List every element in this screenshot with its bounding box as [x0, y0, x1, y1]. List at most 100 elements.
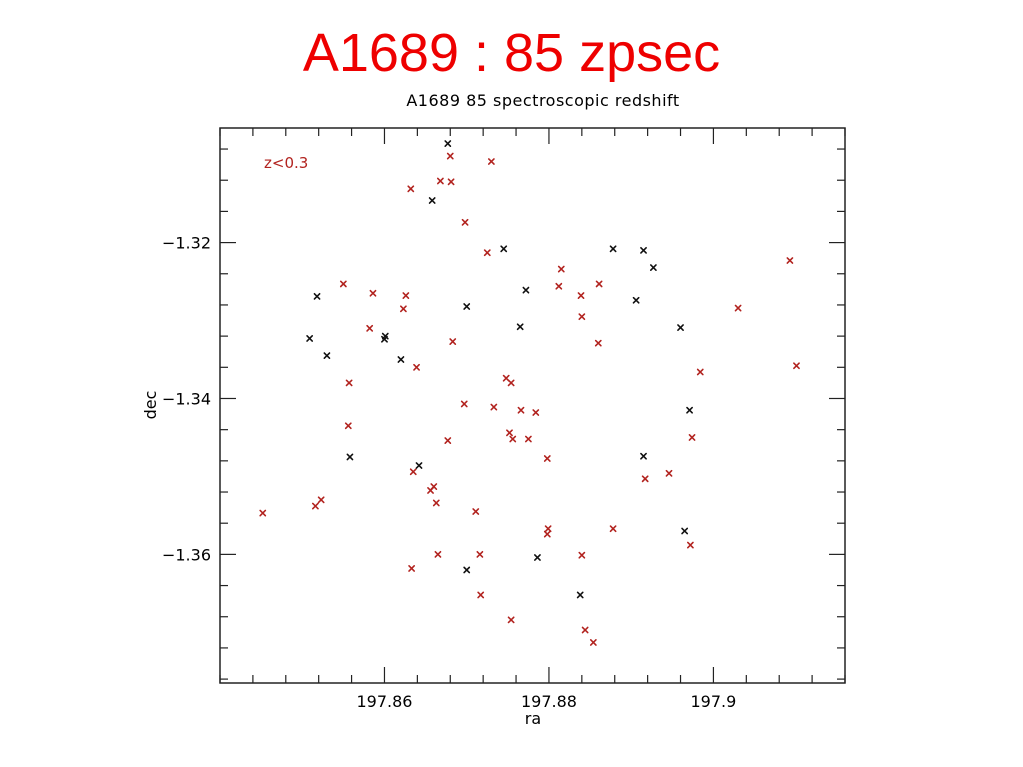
data-point-marker — [522, 286, 530, 294]
data-point-marker — [463, 566, 471, 574]
data-point-marker — [649, 264, 657, 271]
data-point-marker — [444, 140, 452, 147]
data-point-marker — [507, 379, 515, 387]
plot-frame — [219, 127, 846, 684]
data-point-marker — [317, 496, 325, 504]
data-point-marker — [369, 289, 377, 297]
data-point-marker — [460, 400, 468, 408]
data-point-marker — [432, 499, 440, 507]
data-point-marker — [345, 379, 353, 387]
data-point-marker — [686, 541, 694, 549]
x-tick-label: 197.86 — [356, 692, 412, 711]
data-point-marker — [430, 483, 438, 490]
data-point-marker — [436, 177, 444, 185]
data-point-marker — [490, 403, 498, 411]
data-point-marker — [259, 509, 267, 517]
data-point-marker — [677, 324, 684, 331]
data-point-marker — [339, 280, 347, 288]
data-point-marker — [524, 435, 532, 443]
data-point-marker — [397, 356, 405, 363]
data-point-marker — [577, 292, 585, 299]
data-point-marker — [477, 591, 485, 599]
data-point-marker — [487, 158, 495, 165]
data-point-marker — [532, 409, 540, 416]
data-point-marker — [516, 323, 524, 331]
data-point-marker — [407, 185, 415, 193]
data-point-marker — [323, 352, 331, 360]
data-point-marker — [444, 437, 452, 444]
data-point-marker — [534, 554, 541, 561]
data-point-marker — [399, 305, 407, 313]
data-point-marker — [578, 313, 586, 321]
data-point-marker — [500, 245, 508, 253]
data-point-marker — [449, 338, 457, 345]
data-point-marker — [346, 453, 354, 461]
series-low-z — [259, 152, 800, 646]
data-point-marker — [415, 462, 423, 469]
data-point-marker — [463, 303, 471, 310]
data-point-marker — [578, 551, 586, 559]
x-tick-label: 197.88 — [521, 692, 577, 711]
data-point-marker — [786, 257, 794, 264]
data-point-marker — [446, 152, 454, 160]
data-point-marker — [632, 296, 640, 304]
data-point-marker — [640, 246, 647, 254]
data-point-marker — [413, 363, 420, 371]
data-point-marker — [476, 550, 484, 558]
data-point-marker — [447, 178, 455, 186]
data-point-marker — [594, 339, 602, 347]
data-point-marker — [381, 335, 388, 343]
data-point-marker — [461, 218, 469, 226]
data-point-marker — [640, 452, 647, 460]
data-point-marker — [641, 475, 649, 483]
axis-labels: 197.86 197.88 197.9 −1.32 −1.34 −1.36 — [162, 234, 736, 711]
data-point-marker — [506, 429, 513, 437]
data-point-marker — [665, 469, 673, 477]
data-point-marker — [595, 280, 603, 288]
data-point-marker — [409, 468, 417, 476]
data-point-marker — [507, 616, 515, 624]
slide-title: A1689 : 85 zpsec — [302, 23, 721, 83]
legend-annotation: z<0.3 — [264, 154, 308, 172]
data-point-marker — [734, 304, 742, 312]
data-point-marker — [344, 422, 352, 430]
data-point-marker — [311, 502, 319, 510]
data-point-marker — [483, 249, 491, 257]
data-point-marker — [696, 368, 704, 376]
data-point-marker — [609, 525, 617, 533]
data-point-marker — [555, 282, 563, 290]
data-point-marker — [581, 626, 589, 634]
data-point-marker — [688, 434, 696, 441]
series-high-z — [306, 140, 693, 599]
data-point-marker — [408, 565, 416, 572]
data-point-marker — [543, 455, 551, 462]
axis-ticks — [219, 128, 846, 683]
y-tick-label: −1.36 — [162, 545, 211, 564]
data-point-marker — [306, 335, 314, 342]
data-point-marker — [517, 406, 525, 414]
x-axis-label: ra — [525, 709, 541, 728]
data-point-marker — [609, 245, 617, 253]
data-point-marker — [793, 362, 800, 370]
chart-title: A1689 85 spectroscopic redshift — [406, 91, 679, 110]
y-tick-label: −1.32 — [162, 234, 211, 253]
data-point-marker — [366, 324, 374, 332]
data-point-marker — [544, 525, 552, 533]
data-point-marker — [576, 591, 584, 599]
data-point-marker — [313, 292, 321, 300]
data-point-marker — [434, 550, 442, 558]
data-point-marker — [686, 406, 693, 414]
data-point-marker — [543, 530, 551, 538]
data-point-marker — [402, 292, 410, 299]
y-axis-label: dec — [141, 391, 160, 420]
data-point-marker — [589, 639, 597, 646]
data-point-marker — [681, 527, 689, 535]
data-points — [259, 140, 800, 646]
data-point-marker — [472, 508, 480, 515]
data-point-marker — [428, 197, 436, 204]
x-tick-label: 197.9 — [691, 692, 737, 711]
data-point-marker — [557, 265, 565, 273]
data-point-marker — [509, 435, 517, 443]
y-tick-label: −1.34 — [162, 389, 211, 408]
